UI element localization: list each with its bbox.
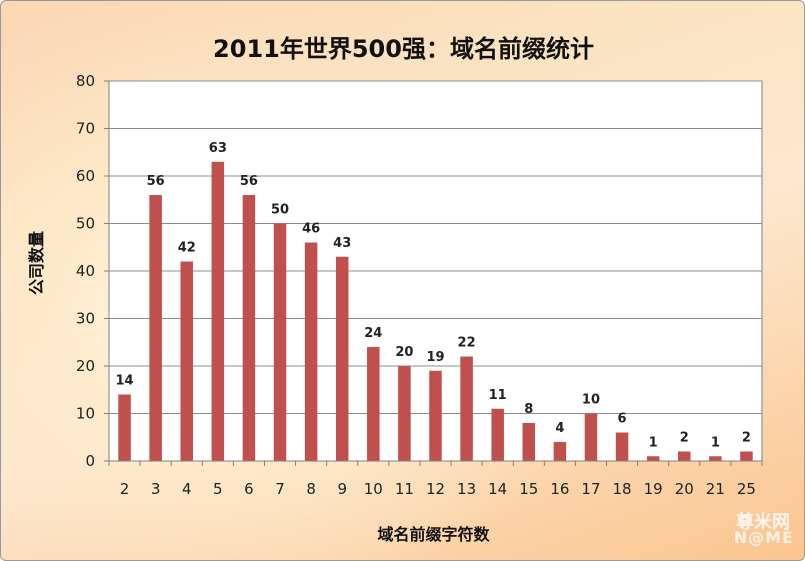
bar — [522, 423, 536, 461]
data-label: 1 — [649, 435, 658, 450]
x-axis-label: 域名前缀字符数 — [377, 525, 490, 544]
x-tick-label: 17 — [581, 480, 600, 498]
bar — [273, 223, 287, 461]
bar — [211, 161, 225, 461]
x-tick-label: 10 — [364, 480, 383, 498]
y-tick-label: 30 — [76, 310, 95, 328]
data-label: 42 — [178, 241, 196, 256]
x-tick-label: 12 — [426, 480, 445, 498]
data-label: 4 — [555, 421, 564, 436]
bar — [149, 195, 162, 461]
x-tick-label: 14 — [488, 480, 507, 498]
x-tick-label: 20 — [675, 480, 694, 498]
data-label: 56 — [240, 174, 258, 189]
x-tick-label: 9 — [337, 480, 347, 498]
bar — [615, 432, 629, 461]
bar — [491, 408, 504, 461]
bar — [460, 356, 473, 461]
x-tick-label: 5 — [213, 480, 223, 498]
x-tick-label: 16 — [550, 480, 569, 498]
data-label: 50 — [271, 203, 289, 218]
y-tick-label: 20 — [76, 357, 95, 375]
data-label: 46 — [302, 222, 320, 237]
bar — [709, 456, 722, 461]
data-label: 43 — [333, 236, 351, 251]
bar — [367, 347, 380, 461]
watermark-logo: 尊米网 N@ME — [694, 508, 794, 548]
bar — [740, 451, 753, 461]
data-label: 8 — [524, 402, 533, 417]
x-tick-label: 2 — [120, 480, 130, 498]
bar — [678, 451, 691, 461]
x-tick-label: 18 — [613, 480, 632, 498]
bar — [429, 370, 442, 461]
x-tick-label: 25 — [737, 480, 756, 498]
data-label: 24 — [364, 326, 382, 341]
data-label: 2 — [742, 431, 751, 446]
chart-title: 2011年世界500强：域名前缀统计 — [213, 35, 594, 63]
data-label: 2 — [680, 431, 689, 446]
data-label: 6 — [618, 412, 627, 427]
x-tick-label: 3 — [151, 480, 161, 498]
bar — [335, 256, 349, 461]
watermark-cn: 尊米网 — [736, 512, 790, 533]
x-tick-label: 21 — [706, 480, 725, 498]
data-label: 10 — [582, 393, 600, 408]
watermark-en: N@ME — [733, 528, 794, 547]
y-tick-label: 70 — [76, 120, 95, 138]
data-label: 19 — [426, 350, 444, 365]
y-tick-label: 0 — [85, 452, 95, 470]
bar — [118, 394, 131, 461]
x-tick-label: 7 — [275, 480, 285, 498]
bar — [646, 456, 660, 461]
bar — [304, 242, 318, 461]
y-tick-label: 80 — [76, 72, 95, 90]
y-tick-label: 40 — [76, 262, 95, 280]
x-tick-label: 8 — [306, 480, 316, 498]
y-tick-label: 50 — [76, 215, 95, 233]
x-tick-label: 11 — [395, 480, 414, 498]
data-label: 20 — [395, 345, 413, 360]
bar — [180, 261, 193, 461]
data-label: 14 — [116, 374, 134, 389]
data-label: 11 — [489, 388, 507, 403]
data-label: 56 — [147, 174, 165, 189]
data-label: 1 — [711, 435, 720, 450]
data-label: 22 — [458, 336, 476, 351]
bar — [553, 442, 567, 461]
y-tick-label: 60 — [76, 167, 95, 185]
x-tick-label: 19 — [644, 480, 663, 498]
bar — [584, 413, 598, 461]
x-tick-label: 15 — [519, 480, 538, 498]
x-tick-label: 4 — [182, 480, 192, 498]
x-tick-label: 6 — [244, 480, 254, 498]
bar — [398, 366, 411, 461]
x-tick-label: 13 — [457, 480, 476, 498]
y-tick-label: 10 — [76, 405, 95, 423]
bar — [242, 195, 256, 461]
data-label: 63 — [209, 141, 227, 156]
